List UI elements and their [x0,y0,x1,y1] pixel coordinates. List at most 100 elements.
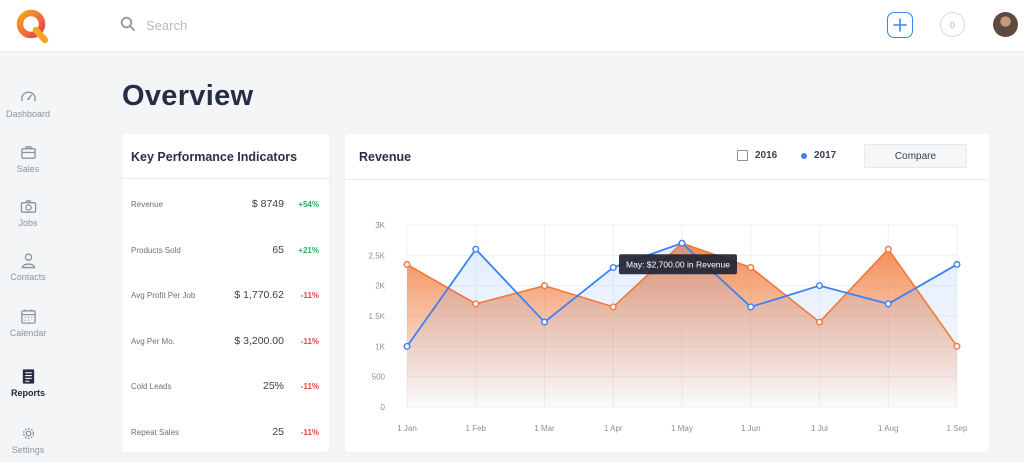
gear-icon [22,427,34,440]
person-icon [21,253,35,269]
data-point-2016 [747,263,755,271]
kpi-change: -11% [300,291,319,300]
sidebar-item-label: Sales [16,164,40,174]
sidebar-item-jobs[interactable]: Jobs [0,198,56,228]
search-input[interactable] [146,14,546,36]
kpi-change: -11% [300,428,319,437]
sidebar-item-sales[interactable]: Sales [0,144,56,174]
data-point-2017 [747,303,755,311]
kpi-label: Repeat Sales [131,428,180,437]
data-point-2017 [540,318,548,326]
kpi-title: Key Performance Indicators [131,150,298,164]
kpi-card: Key Performance Indicators Revenue $ 874… [122,134,329,452]
kpi-value: 25 [272,426,284,438]
data-point-2017 [816,282,824,290]
legend-dot [801,152,807,159]
y-tick-label: 1.5K [369,312,386,321]
sidebar: Dashboard Sales Jobs Contacts Calendar R… [0,53,56,462]
checkbox[interactable] [737,150,748,161]
kpi-change: -11% [300,337,319,346]
compare-button[interactable]: Compare [864,144,967,168]
reports-icon [22,369,34,384]
kpi-change: +21% [298,246,319,255]
data-point-2017 [884,300,892,308]
x-tick-label: 1 Jan [397,424,417,433]
kpi-value: $ 3,200.00 [234,335,284,347]
data-point-2016 [609,303,617,311]
data-point-2017 [403,342,411,350]
notifications-badge[interactable]: 0 [940,12,965,37]
data-point-2017 [953,260,961,268]
sidebar-item-label: Settings [11,445,45,455]
kpi-label: Products Sold [131,246,181,255]
chart-tooltip-text: May: $2,700.00 in Revenue [626,260,730,270]
revenue-chart: 0 500 1K 1.5K 2K 2.5K 3K 1 Jan 1 Feb 1 Mar 1 Apr 1 … [369,221,968,433]
x-tick-label: 1 Jun [741,424,761,433]
briefcase-icon [20,146,36,159]
kpi-label: Revenue [131,200,164,209]
search-icon [120,16,135,31]
kpi-row: Cold Leads 25% -11% [122,378,329,398]
kpi-change: +54% [298,200,319,209]
sidebar-item-label: Dashboard [5,109,51,119]
x-tick-label: 1 Mar [534,424,555,433]
x-tick-label: 1 Feb [466,424,487,433]
y-tick-label: 3K [375,221,385,230]
data-point-2016 [472,300,480,308]
data-point-2016 [884,245,892,253]
kpi-row: Avg Per Mo. $ 3,200.00 -11% [122,333,329,353]
kpi-label: Avg Profit Per Job [131,291,196,300]
x-tick-label: 1 Aug [878,424,898,433]
sidebar-item-label: Contacts [10,272,46,282]
divider [122,178,329,179]
data-point-2017 [609,263,617,271]
top-bar: 0 [0,0,1024,52]
y-tick-label: 0 [381,403,386,412]
calendar-icon [20,309,36,324]
sidebar-item-settings[interactable]: Settings [0,425,56,455]
kpi-row: Products Sold 65 +21% [122,242,329,262]
kpi-label: Avg Per Mo. [131,337,175,346]
add-button[interactable] [887,12,913,38]
data-point-2017 [472,245,480,253]
sidebar-item-label: Jobs [18,218,38,228]
data-point-2016 [403,260,411,268]
sidebar-item-reports[interactable]: Reports [0,368,56,398]
revenue-card: Revenue 2016 2017 Compare 0 500 1K 1.5K 2K 2.… [345,134,989,452]
y-tick-label: 1K [375,342,385,351]
sidebar-item-label: Calendar [9,328,47,338]
data-point-2016 [816,318,824,326]
kpi-change: -11% [300,382,319,391]
legend-label: 2016 [755,150,778,161]
x-tick-label: 1 Apr [604,424,623,433]
avatar[interactable] [993,12,1018,37]
sidebar-item-calendar[interactable]: Calendar [0,308,56,338]
data-point-2016 [540,282,548,290]
speedometer-icon [20,91,36,102]
q-logo-icon[interactable] [12,6,52,46]
legend-2016-toggle[interactable]: 2016 [737,150,777,161]
series-area-2017 [407,243,957,407]
x-tick-label: 1 May [671,424,693,433]
y-tick-label: 2K [375,282,385,291]
y-tick-label: 500 [372,373,386,382]
sidebar-item-contacts[interactable]: Contacts [0,252,56,282]
kpi-label: Cold Leads [131,382,172,391]
x-tick-label: 1 Sep [947,424,968,433]
kpi-value: $ 8749 [251,198,284,210]
data-point-2017 [678,239,686,247]
page-title: Overview [122,80,254,112]
kpi-row: Revenue $ 8749 +54% [122,196,329,216]
legend-label: 2017 [814,150,837,161]
legend-2017: 2017 [801,150,836,161]
y-tick-label: 2.5K [369,251,386,260]
sidebar-item-dashboard[interactable]: Dashboard [0,89,56,119]
revenue-title: Revenue [359,150,412,164]
kpi-row: Avg Profit Per Job $ 1,770.62 -11% [122,287,329,307]
data-point-2016 [953,342,961,350]
sidebar-item-label: Reports [10,388,45,398]
kpi-row: Repeat Sales 25 -11% [122,424,329,444]
kpi-value: $ 1,770.62 [234,289,284,301]
x-tick-label: 1 Jul [811,424,828,433]
camera-icon [20,200,36,213]
